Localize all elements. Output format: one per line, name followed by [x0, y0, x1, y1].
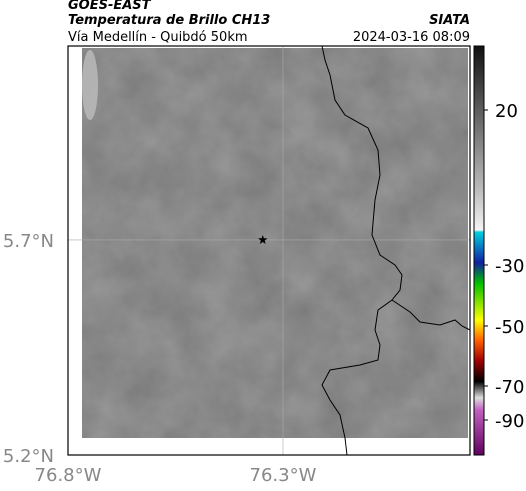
- colorbar-tick-label: -50: [495, 317, 524, 338]
- y-tick-label: 5.2°N: [3, 446, 54, 467]
- map-frame: [67, 45, 471, 456]
- dynamic-layer: 76.8°W 76.3°W 5.7°N 5.2°N 20 -30 -50 -70 -90: [3, 101, 525, 486]
- colorbar-tick-label: -90: [495, 411, 524, 432]
- region: Vía Medellín - Quibdó 50km: [68, 30, 248, 45]
- colorbar: [473, 45, 485, 456]
- x-tick-label: 76.3°W: [250, 465, 317, 486]
- y-tick-label: 5.7°N: [3, 231, 54, 252]
- colorbar-tick-label: 20: [495, 101, 518, 122]
- colorbar-tick-label: -70: [495, 377, 524, 398]
- x-tick-label: 76.8°W: [35, 465, 102, 486]
- colorbar-tick-label: -30: [495, 256, 524, 277]
- boundary: [321, 45, 471, 456]
- product: Temperatura de Brillo CH13: [68, 13, 270, 28]
- agency: SIATA: [429, 13, 470, 28]
- satellite: GOES-EAST: [68, 0, 152, 13]
- satellite-image: [82, 48, 468, 438]
- location-marker: [258, 235, 268, 244]
- timestamp: 2024-03-16 08:09: [353, 30, 470, 45]
